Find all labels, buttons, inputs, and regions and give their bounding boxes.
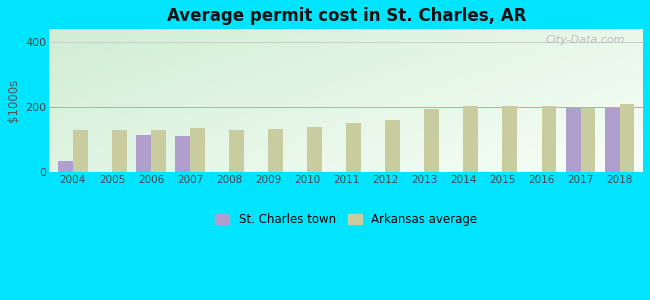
Bar (307, 127, 322, 172)
Title: Average permit cost in St. Charles, AR: Average permit cost in St. Charles, AR (166, 7, 526, 25)
Bar (136, 135, 151, 172)
Bar (58, 160, 73, 172)
Bar (604, 108, 619, 172)
Bar (346, 123, 361, 172)
Legend: St. Charles town, Arkansas average: St. Charles town, Arkansas average (215, 213, 477, 226)
Bar (463, 106, 478, 172)
Bar (190, 128, 205, 172)
Bar (175, 136, 190, 172)
Bar (424, 110, 439, 172)
Bar (566, 108, 580, 172)
Bar (385, 120, 400, 172)
Bar (112, 130, 127, 172)
Y-axis label: $1000s: $1000s (7, 79, 20, 122)
Text: City-Data.com: City-Data.com (546, 35, 625, 45)
Bar (73, 130, 88, 172)
Bar (268, 129, 283, 172)
Bar (151, 130, 166, 172)
Bar (619, 104, 634, 172)
Bar (229, 130, 244, 172)
Bar (580, 108, 595, 172)
Bar (541, 106, 556, 172)
Bar (502, 106, 517, 172)
